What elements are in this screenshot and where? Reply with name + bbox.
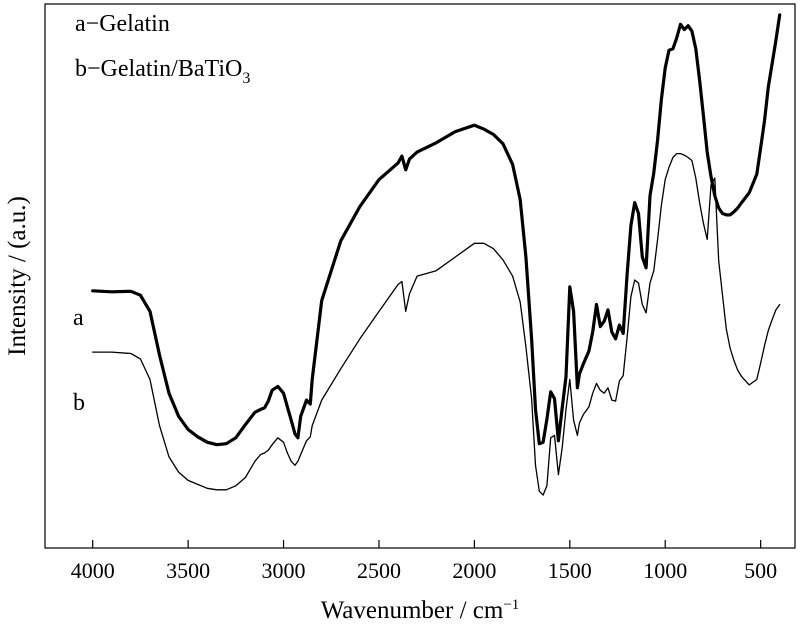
- x-tick-label: 3000: [262, 558, 306, 583]
- legend: a−Gelatin b−Gelatin/BaTiO3: [75, 11, 250, 87]
- y-axis-title: Intensity / (a.u.): [4, 196, 31, 356]
- x-tick-label: 3500: [166, 558, 210, 583]
- legend-entry-b: b−Gelatin/BaTiO3: [75, 56, 250, 87]
- x-tick-label: 1500: [548, 558, 592, 583]
- plot-frame: [44, 3, 796, 549]
- series-layer: [91, 13, 782, 496]
- x-axis-ticks: 4000 3500 3000 2500 2000 1500 1000 500: [71, 540, 777, 583]
- x-tick-label: 2500: [357, 558, 401, 583]
- series-line-b: [92, 152, 781, 496]
- series-label-a: a: [73, 305, 84, 331]
- series-label-b: b: [73, 390, 85, 416]
- series-line-a: [91, 13, 782, 447]
- legend-entry-a: a−Gelatin: [75, 11, 170, 37]
- x-tick-label: 2000: [452, 558, 496, 583]
- x-tick-label: 1000: [643, 558, 687, 583]
- x-tick-label: 500: [744, 558, 777, 583]
- x-tick-label: 4000: [71, 558, 115, 583]
- x-axis-title: Wavenumber / cm−1: [321, 597, 520, 624]
